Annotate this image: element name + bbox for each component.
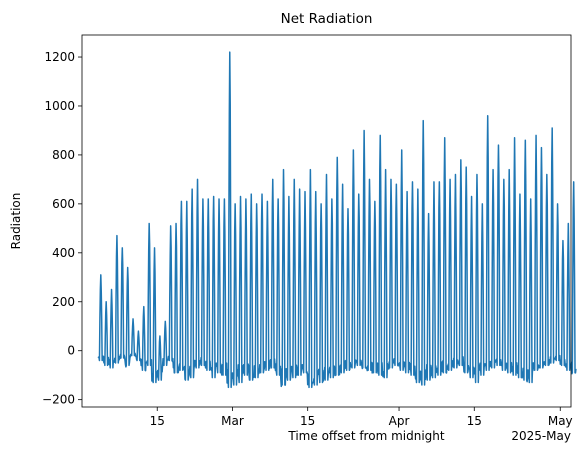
y-tick-label: 1200 [44, 50, 75, 64]
y-tick-label: 800 [52, 148, 75, 162]
x-tick-label: 15 [467, 414, 482, 428]
x-tick-label: Mar [221, 414, 244, 428]
y-tick-label: −200 [42, 393, 75, 407]
plot-area [97, 51, 577, 389]
y-tick-label: 600 [52, 197, 75, 211]
y-tick-label: 0 [67, 344, 75, 358]
x-axis-label: Time offset from midnight [287, 429, 444, 443]
x-tick-label: 15 [300, 414, 315, 428]
x-tick-label: May [548, 414, 573, 428]
x-offset-label: 2025-May [511, 429, 571, 443]
x-tick-label: Apr [389, 414, 410, 428]
y-tick-label: 200 [52, 295, 75, 309]
chart-title: Net Radiation [281, 11, 373, 27]
series-line [97, 51, 577, 389]
y-axis-label: Radiation [9, 193, 23, 250]
y-axis: −200 0 200 400 600 800 1000 1200 [42, 50, 82, 407]
x-axis: 15 Mar 15 Apr 15 May [150, 407, 573, 428]
y-tick-label: 1000 [44, 99, 75, 113]
axes-frame [81, 34, 572, 408]
x-tick-label: 15 [150, 414, 165, 428]
y-tick-label: 400 [52, 246, 75, 260]
